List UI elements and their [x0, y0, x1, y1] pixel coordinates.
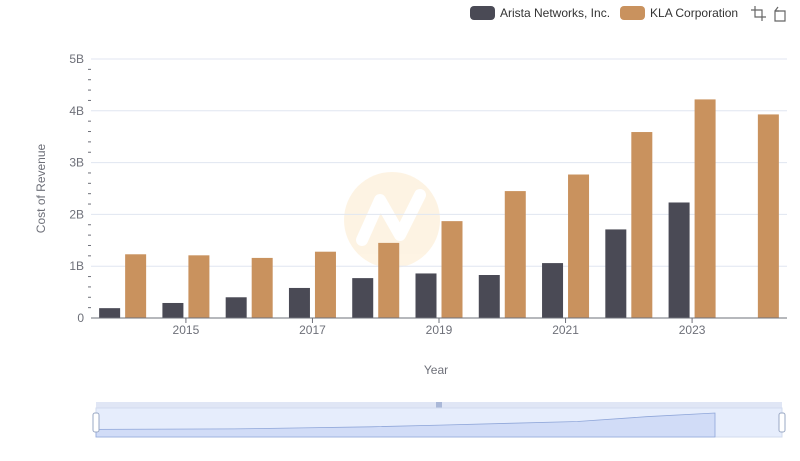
bar-kla-2021[interactable] [568, 174, 590, 318]
legend: Arista Networks, Inc. KLA Corporation [470, 4, 748, 22]
slider-preview-area [95, 412, 716, 438]
bar-kla-2020[interactable] [504, 191, 526, 318]
bar-arista-2015[interactable] [162, 302, 184, 318]
watermark-logo [344, 172, 440, 268]
legend-swatch-arista [470, 6, 495, 20]
bar-arista-2021[interactable] [542, 263, 564, 318]
bar-arista-2019[interactable] [415, 273, 437, 318]
slider-handle-right[interactable] [778, 412, 786, 433]
bar-kla-2017[interactable] [314, 251, 336, 318]
bar-kla-2016[interactable] [251, 257, 273, 318]
y-tick-label: 3B [69, 156, 84, 170]
y-minor-ticks [88, 68, 91, 309]
slider-move-handle[interactable] [436, 402, 442, 408]
legend-label-kla: KLA Corporation [650, 6, 739, 20]
y-tick-label: 5B [69, 52, 84, 66]
x-tick-label: 2019 [426, 323, 453, 337]
x-tick-label: 2017 [299, 323, 326, 337]
y-tick-label: 2B [69, 207, 84, 221]
x-tick-label: 2023 [679, 323, 706, 337]
bars [99, 99, 779, 319]
y-tick-label: 0 [77, 311, 84, 325]
bar-arista-2018[interactable] [352, 278, 374, 318]
bar-arista-2014[interactable] [99, 308, 121, 318]
legend-item-kla[interactable]: KLA Corporation [620, 6, 738, 20]
bar-kla-2018[interactable] [378, 242, 400, 318]
restore-icon[interactable] [771, 5, 788, 22]
y-tick-label: 4B [69, 104, 84, 118]
bar-arista-2023[interactable] [668, 202, 690, 318]
x-axis-title: Year [424, 363, 448, 377]
y-tick-label: 1B [69, 259, 84, 273]
y-tick-labels: 0 1B 2B 3B 4B 5B [69, 52, 84, 325]
legend-label-arista: Arista Networks, Inc. [500, 6, 611, 20]
bar-arista-2020[interactable] [478, 275, 500, 318]
x-tick-label: 2015 [173, 323, 200, 337]
toolbox [746, 5, 788, 22]
bar-kla-2014[interactable] [125, 254, 147, 318]
legend-item-arista[interactable]: Arista Networks, Inc. [470, 6, 610, 20]
x-tick-label: 2021 [552, 323, 579, 337]
legend-swatch-kla [620, 6, 646, 20]
y-axis-title: Cost of Revenue [34, 143, 48, 233]
x-tick-labels: 2015 2017 2019 2021 2023 [173, 318, 706, 337]
bar-arista-2016[interactable] [225, 297, 247, 318]
bar-kla-2024[interactable] [757, 114, 779, 319]
bar-kla-2019[interactable] [441, 221, 463, 318]
bar-kla-2023[interactable] [694, 99, 716, 319]
slider-handle-left[interactable] [92, 412, 100, 433]
data-zoom-slider[interactable] [92, 402, 786, 438]
bar-arista-2017[interactable] [288, 287, 310, 318]
zoom-icon[interactable] [750, 5, 767, 22]
bar-kla-2022[interactable] [631, 132, 653, 318]
bar-arista-2022[interactable] [605, 229, 627, 318]
bar-kla-2015[interactable] [188, 255, 210, 318]
